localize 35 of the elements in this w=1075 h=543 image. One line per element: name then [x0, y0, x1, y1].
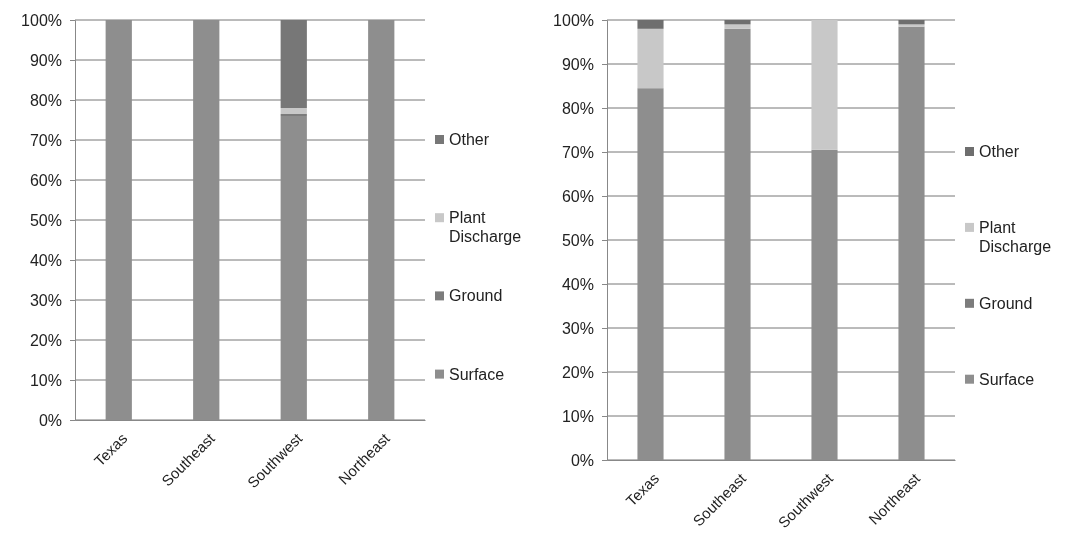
y-tick-label: 20%: [561, 363, 594, 381]
y-tick-label: 10%: [29, 371, 62, 389]
bar: [898, 24, 925, 27]
legend-label: Surface: [979, 370, 1035, 388]
y-tick-label: 10%: [561, 407, 594, 425]
legend-label: Plant Discharge: [449, 209, 522, 246]
bar: [280, 108, 307, 114]
y-tick-label: 40%: [561, 275, 594, 293]
legend-label: Ground: [979, 294, 1033, 312]
y-tick-label: 70%: [29, 131, 62, 149]
y-tick-label: 40%: [29, 251, 62, 269]
y-tick-label: 90%: [561, 55, 594, 73]
legend-label: Plant Discharge: [979, 218, 1052, 256]
y-tick-label: 0%: [38, 411, 62, 429]
y-tick-label: 60%: [561, 187, 594, 205]
y-tick-label: 50%: [29, 211, 62, 229]
y-tick-label: 100%: [553, 11, 594, 29]
y-tick-label: 80%: [561, 99, 594, 117]
legend-label: Other: [449, 131, 490, 148]
y-tick-label: 30%: [561, 319, 594, 337]
y-tick-label: 30%: [29, 291, 62, 309]
y-tick-label: 70%: [561, 143, 594, 161]
y-tick-label: 50%: [561, 231, 594, 249]
y-tick-label: 100%: [21, 11, 62, 29]
y-tick-label: 60%: [29, 171, 62, 189]
legend-label: Surface: [449, 365, 505, 383]
legend-label: Ground: [449, 287, 503, 305]
y-tick-label: 20%: [29, 331, 62, 349]
y-tick-label: 80%: [29, 91, 62, 109]
bar: [637, 28, 664, 89]
y-tick-label: 0%: [570, 451, 594, 469]
bar: [811, 20, 838, 150]
y-tick-label: 90%: [29, 51, 62, 69]
bar: [724, 24, 751, 29]
legend-label: Other: [979, 143, 1020, 160]
